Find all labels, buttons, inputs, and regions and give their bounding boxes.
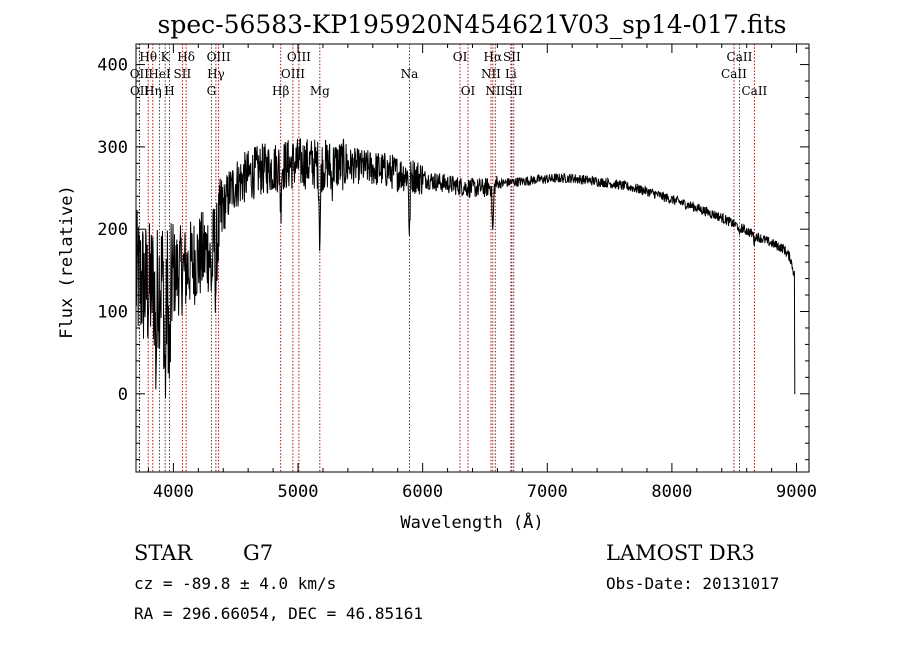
y-tick-label: 0 [118,385,128,405]
x-tick-label: 9000 [776,482,817,502]
x-axis-ticks: 4000 5000 6000 7000 8000 9000 [147,44,817,502]
line-markers [138,44,755,472]
y-axis-ticks: 0 100 200 300 400 [97,47,809,461]
y-axis-label: Flux (relative) [57,185,77,339]
chart-title: spec-56583-KP195920N454621V03_sp14-017.f… [158,10,787,39]
line-label: Na [401,67,419,81]
y-tick-label: 200 [97,220,128,240]
line-label: SII [505,84,523,98]
object-class: STAR [134,541,193,565]
line-label: OIII [287,50,311,64]
line-label: H [164,84,174,98]
spectrum-line [135,138,796,399]
line-labels: OIIOIIHθHeIHηKHSIIHδGHγOIIIHβOIIIOIIIMgN… [130,50,768,98]
line-label: NII [485,84,505,98]
line-label: G [207,84,217,98]
redshift-readout: cz = -89.8 ± 4.0 km/s [134,574,336,593]
line-label: Hδ [177,50,195,64]
line-label: Mg [310,84,330,98]
line-label: OIII [207,50,231,64]
x-tick-label: 6000 [402,482,443,502]
line-label: OI [461,84,476,98]
line-label: OII [130,67,150,81]
line-label: Hα [484,50,503,64]
line-label: CaII [741,84,767,98]
y-tick-label: 300 [97,138,128,158]
plot-area: OIIOIIHθHeIHηKHSIIHδGHγOIIIHβOIIIOIIIMgN… [97,43,817,502]
line-label: CaII [721,67,747,81]
line-label: Hη [144,84,162,98]
line-label: HeI [148,67,171,81]
obs-date: Obs-Date: 20131017 [606,574,779,593]
y-tick-label: 100 [97,303,128,323]
line-label: OI [453,50,468,64]
coordinates: RA = 296.66054, DEC = 46.85161 [134,604,423,623]
survey-name: LAMOST DR3 [606,541,755,565]
x-axis-label: Wavelength (Å) [400,511,543,533]
y-tick-label: 400 [97,56,128,76]
x-tick-label: 4000 [153,482,194,502]
line-label: Hγ [207,67,225,81]
x-tick-label: 5000 [278,482,319,502]
line-label: Hθ [139,50,157,64]
line-label: SII [503,50,521,64]
plot-frame [135,43,810,473]
line-label: K [161,50,171,64]
x-tick-label: 8000 [651,482,692,502]
line-label: Li [505,67,517,81]
line-label: Hβ [272,84,289,98]
line-label: SII [174,67,192,81]
line-label: CaII [727,50,753,64]
line-label: OIII [281,67,305,81]
line-label: NII [481,67,501,81]
line-label: OII [130,84,150,98]
x-tick-label: 7000 [527,482,568,502]
object-subclass: G7 [243,541,273,565]
